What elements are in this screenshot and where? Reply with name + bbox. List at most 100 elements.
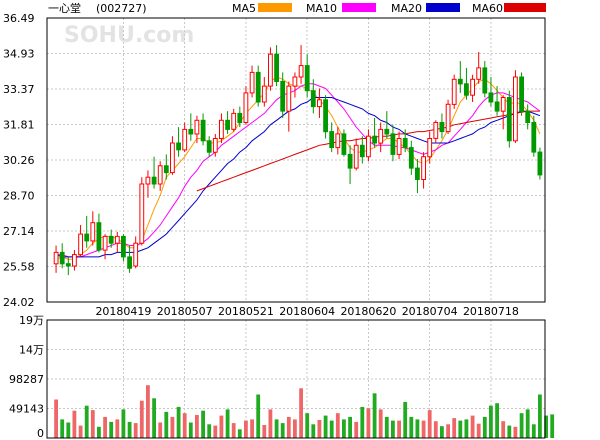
candle	[329, 122, 335, 153]
volume-bar	[489, 405, 493, 438]
candle-body	[408, 147, 414, 169]
legend-ma5-swatch	[258, 3, 292, 12]
candle	[298, 45, 304, 84]
candle	[102, 234, 108, 260]
volume-bar	[427, 410, 432, 438]
candle-body	[494, 101, 500, 112]
candle-body	[212, 138, 218, 153]
candle-body	[170, 142, 175, 174]
candle	[206, 136, 212, 157]
legend: MA5 MA10 MA20 MA60	[232, 2, 546, 15]
price-tick-label: 27.14	[3, 225, 35, 238]
candle-body	[445, 103, 451, 133]
date-tick-label: 20180604	[279, 305, 335, 318]
date-tick-label: 20180507	[157, 305, 213, 318]
candle-body	[151, 176, 157, 185]
candle	[182, 122, 188, 153]
candle-body	[108, 235, 114, 244]
candle	[347, 145, 353, 185]
volume-bar	[335, 413, 340, 438]
volume-bar	[384, 416, 389, 438]
candle-body	[353, 144, 359, 169]
candle-body	[268, 53, 273, 87]
volume-bar	[256, 394, 261, 438]
volume-bar	[519, 413, 524, 438]
candle	[537, 147, 543, 180]
candle-body	[90, 222, 96, 242]
candle-body	[133, 242, 139, 267]
candle-body	[500, 97, 506, 112]
volume-bar	[237, 429, 242, 438]
volume-bar	[525, 409, 530, 438]
candle-body	[53, 251, 59, 265]
candle	[396, 131, 402, 159]
volume-y-axis: 19万 14万 98287 49143 0	[9, 314, 44, 440]
candle	[353, 138, 359, 171]
candle-body	[421, 156, 427, 180]
volume-bar	[121, 409, 126, 438]
volume-bar	[544, 415, 548, 438]
volume-bar	[433, 421, 438, 438]
candle-body	[292, 76, 298, 87]
candle-body	[188, 128, 194, 135]
volume-bar	[531, 424, 536, 438]
volume-grid	[47, 320, 545, 438]
volume-bar	[311, 424, 316, 438]
candle-body	[200, 119, 206, 142]
volume-bar	[207, 424, 212, 438]
candle	[464, 67, 469, 100]
candle	[470, 74, 476, 103]
candle-body	[457, 78, 463, 85]
candle-body	[194, 119, 200, 135]
candle-body	[531, 122, 537, 153]
candle-body	[84, 233, 90, 242]
candle-body	[78, 233, 83, 256]
volume-bar	[391, 420, 395, 438]
volume-bar	[152, 398, 156, 438]
candle-body	[317, 99, 322, 108]
volume-bar	[78, 425, 83, 438]
candle-body	[182, 128, 188, 151]
volume-bar	[176, 406, 181, 438]
volume-bar	[268, 409, 273, 438]
volume-bar	[299, 388, 303, 438]
candle	[200, 113, 206, 146]
candle	[439, 113, 445, 139]
volume-panel-frame	[46, 319, 546, 439]
volume-bar	[501, 421, 506, 438]
candle	[72, 250, 77, 271]
candle	[341, 129, 347, 157]
candle	[457, 61, 463, 93]
candle-body	[280, 81, 286, 112]
candle	[378, 122, 384, 153]
volume-tick-label: 0	[37, 427, 44, 440]
volume-bar	[158, 422, 163, 438]
legend-ma20-swatch	[426, 3, 460, 12]
candle-body	[537, 151, 543, 176]
candle-body	[335, 133, 341, 149]
price-tick-label: 31.81	[3, 119, 35, 132]
volume-bar	[513, 426, 518, 438]
volume-bar	[354, 421, 359, 438]
candle-body	[72, 254, 77, 267]
candle-body	[470, 78, 476, 96]
candle	[359, 136, 365, 164]
volume-bar	[182, 413, 187, 438]
volume-bar	[103, 416, 107, 438]
volume-bar	[476, 423, 481, 438]
candle	[366, 129, 371, 162]
candle	[519, 72, 525, 116]
candle-body	[225, 119, 230, 130]
candle	[231, 108, 237, 132]
candle-body	[65, 263, 71, 267]
volume-bar	[72, 410, 77, 438]
candle	[219, 113, 224, 144]
candle-body	[243, 92, 249, 124]
price-tick-label: 28.70	[3, 190, 35, 203]
volume-bar	[329, 420, 334, 438]
candle-body	[206, 140, 212, 153]
legend-ma5-label: MA5	[232, 2, 256, 15]
candle	[108, 229, 114, 248]
volume-bar	[397, 420, 401, 438]
price-panel-frame	[46, 17, 546, 303]
